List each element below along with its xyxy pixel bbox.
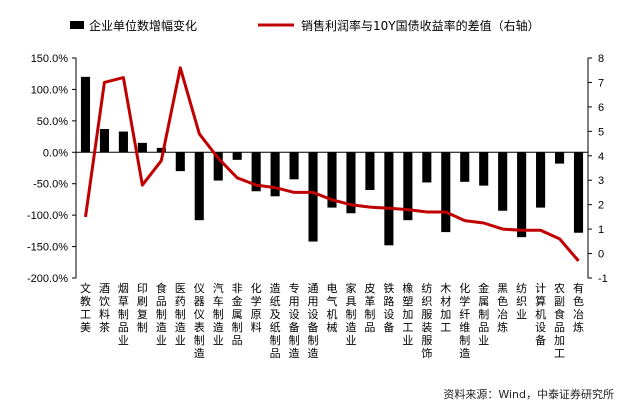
legend-bar-label: 企业单位数增幅变化 <box>89 18 197 33</box>
right-axis-tick-label: 4 <box>598 151 604 163</box>
line-series <box>84 66 580 262</box>
bar <box>99 129 109 153</box>
category-label: 家具制造业 <box>345 281 356 347</box>
left-axis-tick-label: 100.0% <box>31 84 69 96</box>
bar <box>80 76 91 153</box>
category-labels: 文教工美酒饮料茶烟草制品业印刷复制食品制造业医药制造业仪器仪表制造汽车制造业非金… <box>80 281 584 360</box>
bar <box>555 152 565 164</box>
left-axis-tick-label: 150.0% <box>31 53 69 65</box>
bar <box>441 152 451 233</box>
category-label: 纺织服装服饰 <box>421 281 432 360</box>
category-label: 仪器仪表制造 <box>194 282 205 360</box>
left-axis-tick-label: -50.0% <box>33 179 68 191</box>
category-label: 有色冶炼 <box>573 281 584 334</box>
category-label: 化学原料 <box>251 281 262 334</box>
category-label: 铁路设备 <box>383 282 394 334</box>
category-label: 专用设备制造 <box>289 281 300 360</box>
line-path <box>84 66 580 262</box>
right-axis-tick-label: 0 <box>598 249 604 261</box>
category-label: 木材加工 <box>440 282 451 334</box>
bar <box>517 152 527 238</box>
bar <box>498 152 508 211</box>
left-axis-tick-label: 0.0% <box>43 147 68 159</box>
category-label: 电气机械 <box>327 282 338 334</box>
right-axis-tick-label: 3 <box>598 175 604 187</box>
category-label: 造纸及纸制品 <box>270 281 281 360</box>
bar <box>479 152 489 186</box>
category-label: 烟草制品业 <box>118 281 129 347</box>
category-label: 金属制品业 <box>478 281 489 347</box>
bar <box>536 152 546 208</box>
bar <box>573 152 584 233</box>
bar <box>137 142 147 153</box>
category-label: 通用设备制造 <box>308 282 319 360</box>
category-label: 非金属制品 <box>232 282 243 347</box>
category-label: 医药制造业 <box>175 282 186 347</box>
bar <box>194 152 204 221</box>
bar <box>175 152 185 172</box>
right-axis-tick-label: -1 <box>598 273 608 285</box>
bar <box>327 152 337 208</box>
source-note: 资料来源：Wind，中泰证券研究所 <box>443 387 614 401</box>
left-axis-tick-label: -100.0% <box>27 210 68 222</box>
left-axis-tick-label: -150.0% <box>27 242 68 254</box>
bar <box>403 152 413 221</box>
category-label: 酒饮料茶 <box>99 282 110 334</box>
category-label: 橡塑加工业 <box>402 282 413 347</box>
category-label: 计算机设备 <box>535 282 546 347</box>
bar <box>308 152 318 242</box>
category-label: 汽车制造业 <box>213 281 224 347</box>
bar <box>270 152 280 197</box>
left-axis: 150.0% 100.0% 50.0% 0.0% -50.0% -100.0% -150.0… <box>27 53 77 285</box>
right-axis: 8 7 6 5 4 3 2 1 0 -1 <box>587 53 608 285</box>
bar <box>251 152 261 192</box>
right-axis-tick-label: 1 <box>598 224 604 236</box>
bar-series <box>80 76 584 246</box>
bar <box>289 152 299 180</box>
left-axis-tick-label: -200.0% <box>27 273 68 285</box>
bar <box>232 152 242 160</box>
bar <box>460 152 470 182</box>
category-label: 纺织业 <box>516 281 527 321</box>
right-axis-tick-label: 6 <box>598 102 604 114</box>
bar <box>422 152 432 183</box>
category-label: 农副食品加工 <box>554 281 565 360</box>
category-label: 文教工美 <box>80 281 91 334</box>
legend-line-label: 销售利润率与10Y国债收益率的差值（右轴） <box>301 18 540 33</box>
bar <box>365 152 375 190</box>
bar <box>118 131 128 153</box>
left-axis-tick-label: 50.0% <box>37 116 68 128</box>
category-label: 黑色冶炼 <box>497 282 508 334</box>
bar <box>156 147 166 153</box>
bar <box>213 152 223 181</box>
category-label: 化学纤维制造 <box>459 281 470 360</box>
legend: 企业单位数增幅变化 销售利润率与10Y国债收益率的差值（右轴） <box>70 18 540 33</box>
right-axis-tick-label: 2 <box>598 200 604 212</box>
bar <box>346 152 356 214</box>
category-label: 皮革制品 <box>364 282 375 334</box>
right-axis-tick-label: 5 <box>598 126 604 138</box>
right-axis-tick-label: 8 <box>598 53 604 65</box>
category-label: 食品制造业 <box>156 281 167 347</box>
legend-bar-swatch <box>70 21 84 29</box>
bar <box>384 152 394 246</box>
category-label: 印刷复制 <box>137 282 148 334</box>
right-axis-tick-label: 7 <box>598 77 604 89</box>
